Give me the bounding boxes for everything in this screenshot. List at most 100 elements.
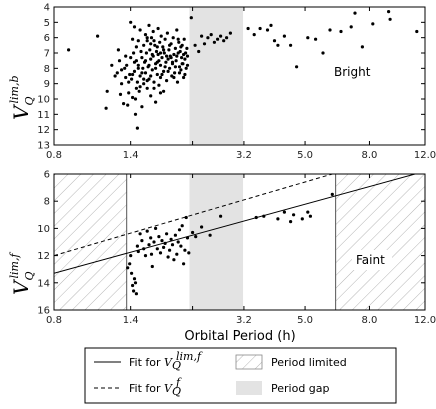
data-point-20 <box>152 240 156 244</box>
data-point-103 <box>183 57 187 61</box>
data-point-23 <box>157 235 161 239</box>
data-point-27 <box>163 241 167 245</box>
data-point-120 <box>182 52 186 57</box>
data-point-164 <box>225 36 229 40</box>
data-point-43 <box>185 236 190 240</box>
data-point-175 <box>295 65 299 69</box>
data-point-140 <box>142 77 146 81</box>
fit-line-vq-lim-f <box>54 174 417 274</box>
fit-line-vq-f <box>54 174 335 257</box>
x-tick-label-4: 5.0 <box>297 315 313 326</box>
data-point-0 <box>126 266 130 270</box>
data-point-2 <box>104 106 108 110</box>
x-tick-label-0: 0.8 <box>46 315 62 326</box>
data-point-1 <box>96 34 100 38</box>
data-point-42 <box>184 215 188 220</box>
data-point-184 <box>371 22 375 26</box>
data-point-59 <box>330 192 334 196</box>
data-point-29 <box>135 126 139 130</box>
data-point-22 <box>155 247 159 251</box>
data-point-129 <box>160 72 164 77</box>
data-point-141 <box>145 79 149 83</box>
data-point-131 <box>166 69 170 73</box>
data-point-123 <box>140 71 144 75</box>
y-tick-label-1: 8 <box>44 197 50 208</box>
data-point-15 <box>145 229 149 233</box>
data-point-31 <box>169 237 173 241</box>
data-point-56 <box>151 29 155 34</box>
data-point-16 <box>129 20 133 24</box>
data-point-13 <box>142 247 146 251</box>
data-point-119 <box>179 45 183 49</box>
period-gap-region <box>189 174 244 310</box>
data-point-95 <box>177 65 182 69</box>
data-point-150 <box>117 59 122 63</box>
data-point-45 <box>145 39 149 43</box>
data-point-38 <box>179 244 183 248</box>
data-point-73 <box>162 89 166 93</box>
data-point-51 <box>262 214 266 218</box>
data-point-90 <box>174 59 178 63</box>
data-point-2 <box>129 254 133 258</box>
y-tick-label-0: 6 <box>44 170 50 181</box>
data-point-187 <box>415 29 419 34</box>
data-point-77 <box>165 79 169 83</box>
data-point-118 <box>176 37 180 41</box>
data-point-109 <box>149 42 153 46</box>
data-point-75 <box>163 37 167 41</box>
data-point-144 <box>155 60 159 64</box>
data-point-80 <box>167 48 171 52</box>
data-point-35 <box>175 252 179 256</box>
data-point-36 <box>140 56 144 60</box>
data-point-3 <box>105 89 109 93</box>
data-point-108 <box>145 36 149 40</box>
data-point-21 <box>132 51 136 55</box>
data-point-89 <box>173 46 177 51</box>
data-point-62 <box>155 72 159 77</box>
data-point-65 <box>157 83 161 87</box>
data-point-3 <box>130 271 134 275</box>
data-point-142 <box>149 74 153 78</box>
svg-text:VQlim,b: VQlim,b <box>8 76 36 121</box>
data-point-54 <box>150 68 154 72</box>
data-point-111 <box>155 45 159 49</box>
data-point-19 <box>150 264 154 269</box>
data-point-177 <box>314 37 318 41</box>
data-point-67 <box>158 63 163 67</box>
period-limited-region-1 <box>335 174 425 310</box>
data-point-43 <box>143 71 148 75</box>
data-point-28 <box>165 232 169 236</box>
data-point-171 <box>272 39 277 43</box>
data-point-68 <box>158 75 163 80</box>
data-point-32 <box>137 89 141 93</box>
data-point-30 <box>168 248 172 252</box>
data-point-101 <box>182 75 186 80</box>
data-point-40 <box>182 262 186 266</box>
data-point-162 <box>219 34 223 38</box>
data-point-9 <box>122 102 126 106</box>
data-point-52 <box>276 217 280 221</box>
data-point-10 <box>136 249 140 254</box>
data-point-183 <box>360 45 364 49</box>
faint-data-points <box>126 192 334 296</box>
data-point-1 <box>128 262 132 266</box>
data-point-169 <box>265 28 270 32</box>
data-point-70 <box>160 56 164 60</box>
data-point-32 <box>170 243 175 247</box>
data-point-20 <box>131 95 135 100</box>
data-point-167 <box>252 33 256 37</box>
data-point-31 <box>136 63 140 67</box>
data-point-45 <box>191 230 195 235</box>
data-point-5 <box>132 289 136 293</box>
data-point-78 <box>165 31 169 35</box>
y-label-main: V <box>9 103 33 120</box>
data-point-151 <box>115 71 119 75</box>
data-point-25 <box>160 239 164 243</box>
data-point-161 <box>216 37 220 41</box>
y-tick-label-6: 10 <box>37 95 50 106</box>
data-point-173 <box>282 34 286 38</box>
data-point-35 <box>139 49 143 54</box>
data-point-48 <box>147 23 151 27</box>
data-point-114 <box>165 54 169 58</box>
data-point-133 <box>172 75 176 80</box>
